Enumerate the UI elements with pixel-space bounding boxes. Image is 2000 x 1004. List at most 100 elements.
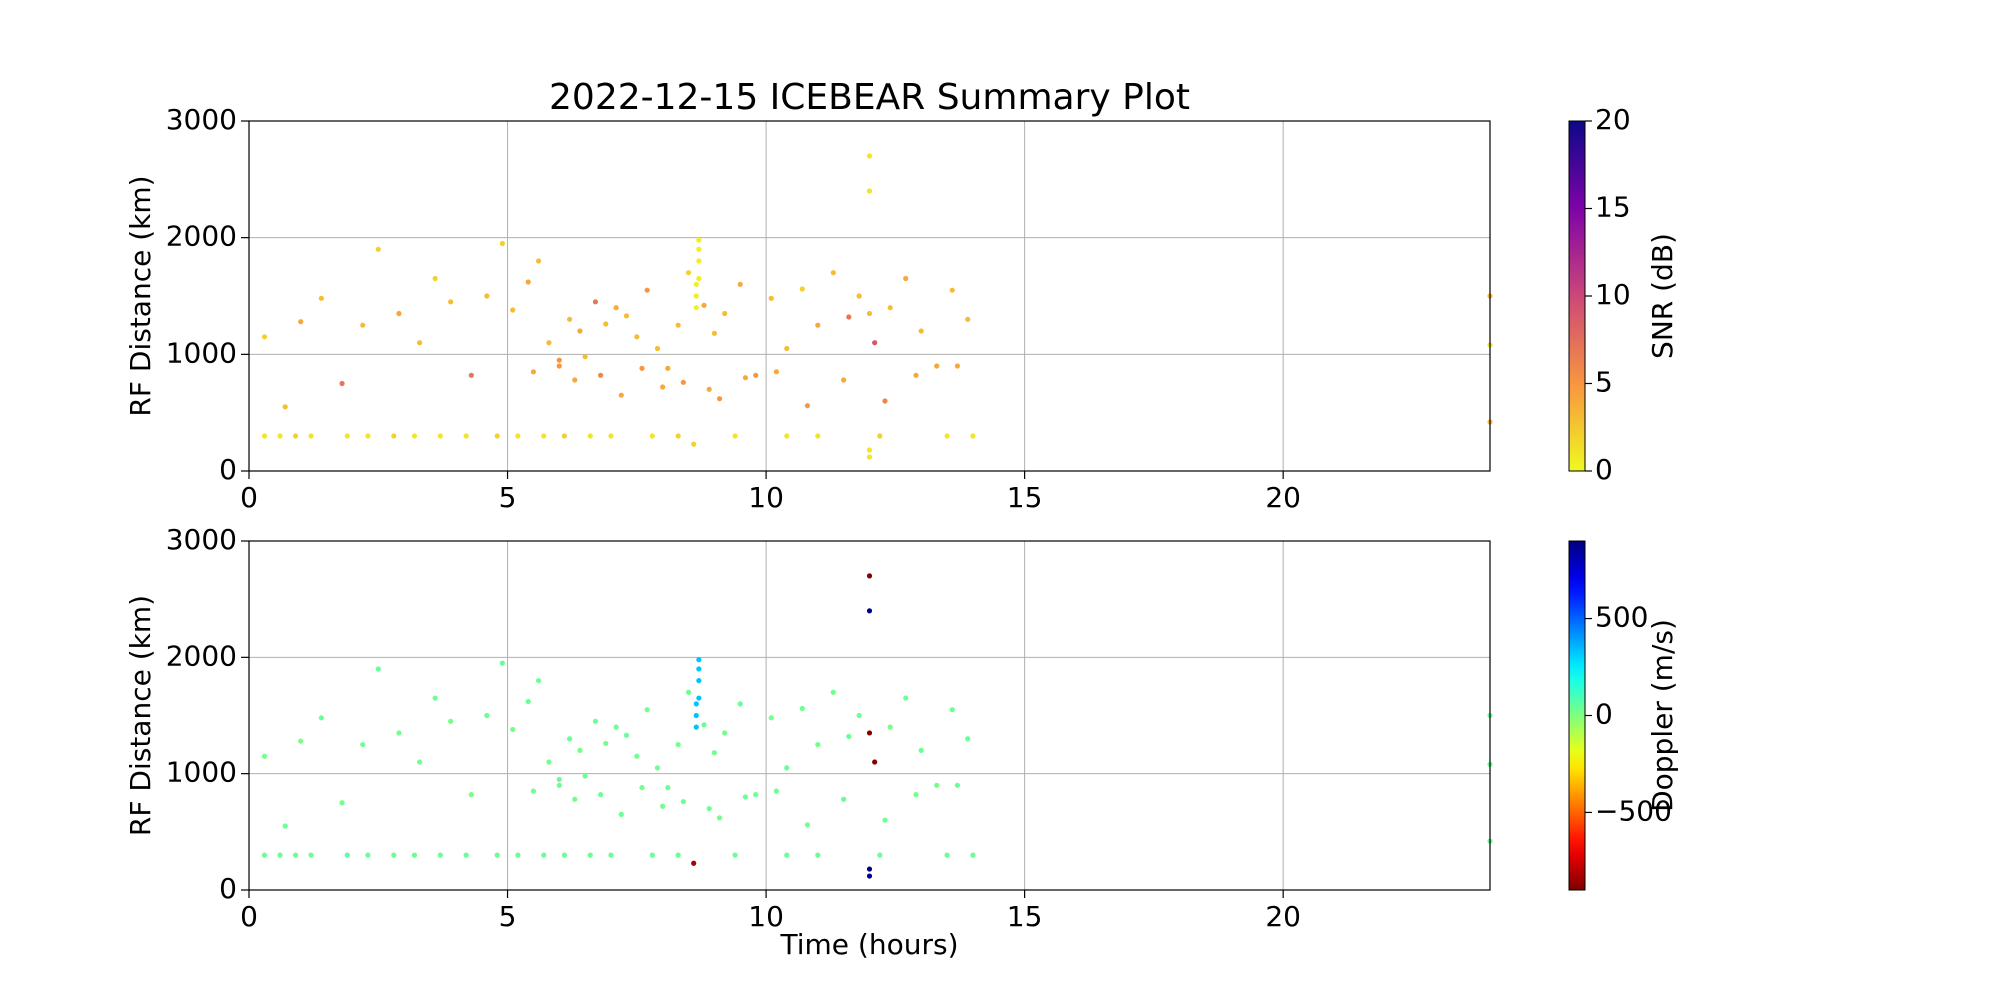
data-point: [784, 433, 790, 439]
data-point: [318, 295, 324, 301]
data-point: [561, 433, 568, 439]
data-point: [887, 724, 893, 730]
data-point: [804, 822, 811, 828]
x-tick-label: 20: [1265, 900, 1301, 933]
data-point: [432, 695, 438, 701]
data-point: [841, 796, 847, 802]
data-point: [696, 246, 702, 252]
data-point: [815, 433, 821, 439]
data-point: [722, 730, 728, 736]
plot-area: [249, 541, 1490, 890]
data-point: [784, 345, 790, 352]
data-point: [701, 302, 707, 308]
data-point: [634, 334, 640, 340]
x-tick-label: 10: [748, 900, 784, 933]
data-point: [603, 321, 609, 327]
data-point: [970, 852, 976, 858]
data-point: [463, 433, 469, 439]
data-point: [613, 724, 619, 730]
data-point: [375, 246, 381, 252]
data-point: [815, 852, 821, 858]
data-point: [944, 852, 950, 858]
data-point: [866, 873, 873, 879]
data-point: [556, 357, 562, 363]
data-point: [592, 299, 599, 305]
data-point: [866, 447, 873, 453]
data-point: [742, 794, 749, 800]
data-point: [499, 240, 505, 247]
data-point: [716, 815, 723, 821]
colorbar-tick-label: 10: [1595, 278, 1631, 311]
data-point: [887, 305, 893, 311]
data-point: [318, 715, 324, 721]
data-point: [566, 316, 573, 322]
colorbar-tick-label: 500: [1595, 601, 1648, 634]
data-point: [582, 354, 588, 360]
data-point: [680, 798, 686, 805]
data-point: [866, 573, 873, 579]
data-point: [546, 759, 552, 765]
data-point: [696, 657, 702, 663]
data-point: [541, 852, 547, 858]
data-point: [261, 334, 268, 340]
data-point: [411, 433, 418, 439]
data-point: [277, 433, 283, 439]
data-point: [693, 701, 699, 707]
data-point: [510, 307, 516, 313]
data-point: [722, 310, 728, 317]
data-point: [541, 433, 547, 439]
data-point: [753, 372, 759, 378]
data-point: [918, 328, 924, 334]
data-point: [685, 270, 692, 276]
data-point: [598, 792, 604, 798]
data-point: [784, 765, 790, 771]
data-point: [737, 281, 743, 287]
data-point: [693, 305, 699, 311]
x-tick-label: 20: [1265, 481, 1301, 514]
data-point: [577, 747, 583, 754]
data-point: [608, 433, 614, 439]
data-point: [613, 305, 619, 311]
data-point: [768, 715, 774, 721]
data-point: [577, 328, 583, 334]
data-point: [530, 369, 536, 375]
data-point: [711, 330, 717, 336]
data-point: [556, 776, 562, 783]
data-point: [344, 433, 350, 439]
data-point: [391, 433, 397, 439]
data-point: [954, 363, 961, 369]
data-point: [675, 433, 681, 439]
colorbar: [1568, 540, 1586, 891]
data-point: [693, 293, 699, 299]
data-point: [665, 785, 671, 791]
data-point: [696, 678, 702, 684]
data-point: [417, 759, 423, 765]
colorbar-tick-label: 20: [1595, 103, 1631, 136]
data-point: [556, 782, 562, 788]
data-point: [846, 314, 852, 320]
data-point: [680, 379, 686, 385]
data-point: [685, 689, 692, 695]
data-point: [815, 741, 821, 748]
data-point: [634, 753, 640, 759]
data-point: [944, 433, 950, 439]
data-point: [866, 153, 873, 159]
data-point: [292, 433, 299, 439]
axes-frame: [248, 120, 1491, 472]
data-point: [535, 678, 542, 684]
data-point: [282, 823, 288, 829]
data-point: [693, 724, 699, 730]
data-point: [623, 732, 630, 738]
data-point: [494, 852, 500, 858]
x-tick-label: 5: [499, 481, 517, 514]
data-point: [882, 398, 888, 404]
data-point: [360, 741, 366, 748]
data-point: [587, 852, 593, 858]
y-tick-label: 0: [219, 872, 237, 905]
data-point: [872, 340, 878, 346]
data-point: [525, 279, 531, 285]
data-point: [639, 365, 645, 371]
data-point: [365, 433, 371, 439]
y-axis-label: RF Distance (km): [124, 175, 157, 416]
